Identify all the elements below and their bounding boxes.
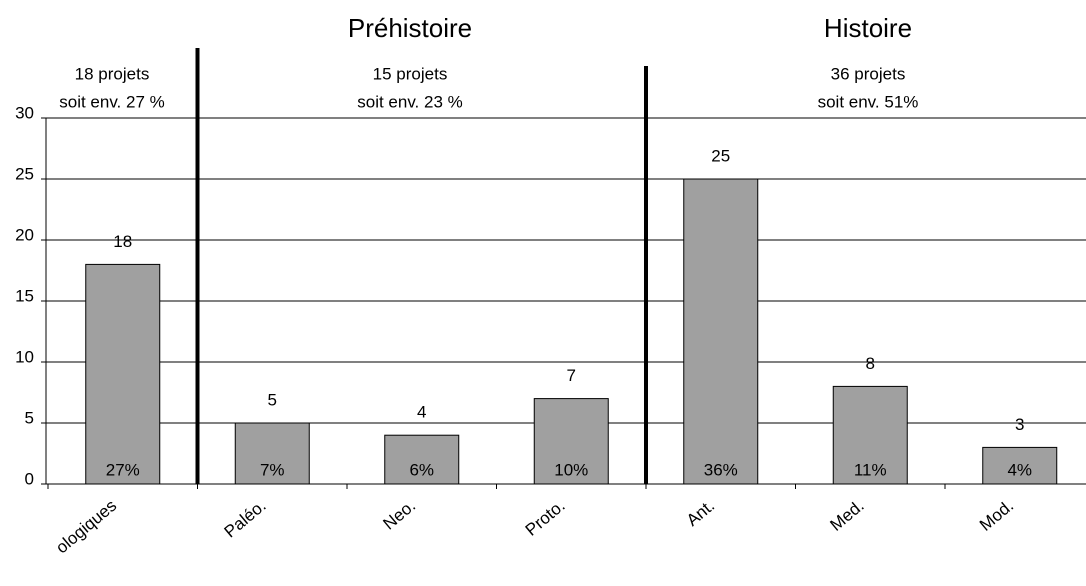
value-label: 8: [866, 354, 875, 373]
group-count: 36 projets: [831, 64, 906, 83]
bar: [982, 446, 1058, 485]
x-tick-label: ologiques: [52, 496, 120, 557]
share-label: 4%: [1007, 460, 1032, 479]
bar: [683, 178, 759, 485]
group-share: soit env. 27 %: [59, 92, 165, 111]
x-tick-label: Neo.: [379, 496, 419, 534]
value-label: 5: [268, 390, 277, 409]
share-label: 11%: [854, 460, 887, 479]
group-count: 15 projets: [373, 64, 448, 83]
y-tick-label: 25: [15, 164, 34, 183]
value-label: 25: [711, 146, 730, 165]
bar: [234, 422, 310, 485]
share-label: 10%: [554, 460, 588, 479]
y-tick-label: 5: [25, 408, 34, 427]
bar: [832, 385, 908, 485]
share-label: 27%: [106, 460, 140, 479]
bar: [533, 398, 609, 485]
share-label: 36%: [704, 460, 738, 479]
x-tick-label: Med.: [827, 496, 868, 535]
x-tick-label: Paléo.: [221, 496, 270, 542]
y-tick-label: 20: [15, 225, 34, 244]
y-tick-label: 30: [15, 103, 34, 122]
value-label: 18: [113, 232, 132, 251]
share-label: 6%: [409, 460, 434, 479]
y-tick-label: 15: [15, 286, 34, 305]
group-title: Histoire: [824, 13, 912, 43]
bar: [85, 263, 161, 485]
value-label: 7: [567, 366, 576, 385]
bar: [384, 434, 460, 485]
group-title: Préhistoire: [348, 13, 472, 43]
x-tick-label: Ant.: [683, 496, 718, 530]
share-label: 7%: [260, 460, 285, 479]
group-share: soit env. 51%: [818, 92, 919, 111]
y-tick-label: 0: [25, 469, 34, 488]
value-label: 4: [417, 403, 426, 422]
group-share: soit env. 23 %: [357, 92, 463, 111]
x-tick-label: Mod.: [976, 496, 1017, 535]
group-count: 18 projets: [75, 64, 150, 83]
y-tick-label: 10: [15, 347, 34, 366]
x-tick-label: Proto.: [522, 496, 569, 540]
value-label: 3: [1015, 415, 1024, 434]
